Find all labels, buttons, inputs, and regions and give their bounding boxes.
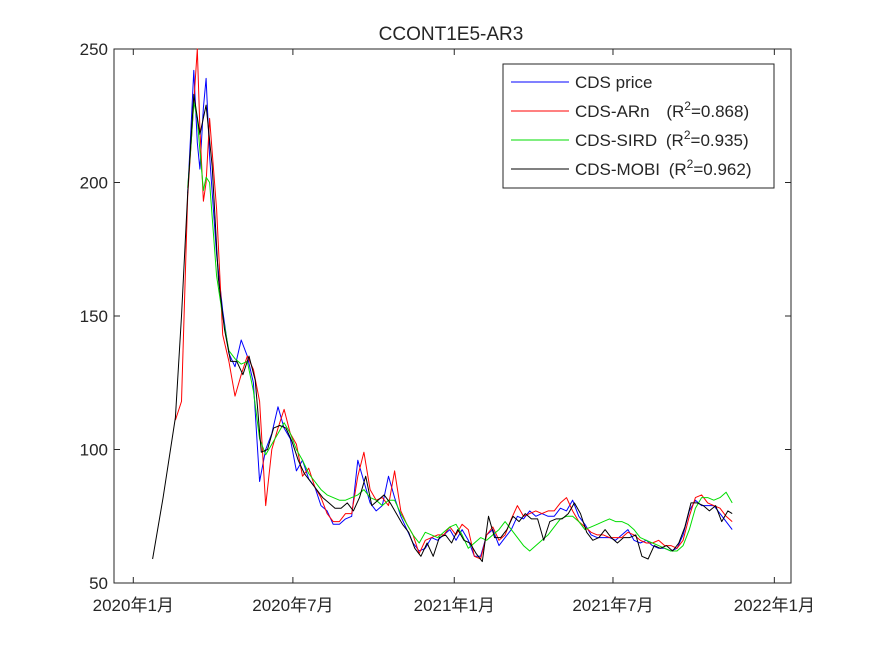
legend-label-cds-arn: CDS-ARn (R2=0.868) <box>575 99 749 121</box>
x-axis: 2020年1月 2020年7月 2021年1月 2021年7月 2022年1月 <box>93 49 815 615</box>
y-tick-label: 200 <box>80 174 108 193</box>
chart-title: CCONT1E5-AR3 <box>379 24 524 45</box>
legend-series-name: CDS-MOBI <box>575 160 660 179</box>
legend-r2-value: 0.935 <box>700 131 743 150</box>
legend-equals: = <box>691 131 701 150</box>
y-tick-label: 250 <box>80 40 108 59</box>
x-tick-label: 2021年7月 <box>572 596 653 615</box>
y-tick-label: 100 <box>80 441 108 460</box>
legend-series-name: CDS-SIRD <box>575 131 657 150</box>
series-line-cds-arn <box>174 48 733 560</box>
legend-superscript: 2 <box>687 157 694 171</box>
legend-series-name: CDS price <box>575 73 652 92</box>
legend-r2-value: 0.962 <box>703 160 746 179</box>
legend-r2-text: ) <box>746 160 752 179</box>
legend-r2-text: (R <box>664 160 687 179</box>
legend-equals: = <box>693 160 703 179</box>
y-axis: 50 100 150 200 250 <box>80 40 791 593</box>
x-tick-label: 2020年1月 <box>93 596 174 615</box>
x-tick-label: 2021年1月 <box>414 596 495 615</box>
legend-label-cds-price: CDS price <box>575 73 652 92</box>
legend-r2-value: 0.868 <box>701 102 744 121</box>
legend-superscript: 2 <box>684 128 691 142</box>
series-line-cds-sird <box>187 101 733 552</box>
y-tick-label: 150 <box>80 307 108 326</box>
legend-r2-text: ) <box>743 131 749 150</box>
legend-r2-text: (R <box>661 131 684 150</box>
series-line-cds-price <box>187 69 733 557</box>
legend-superscript: 2 <box>684 99 691 113</box>
x-tick-label: 2022年1月 <box>734 596 815 615</box>
legend-label-cds-mobi: CDS-MOBI (R2=0.962) <box>575 157 752 179</box>
legend-r2-text: ) <box>743 102 749 121</box>
legend-box <box>502 63 775 189</box>
series-layer <box>152 48 733 563</box>
x-tick-label: 2020年7月 <box>252 596 333 615</box>
legend-r2-text: (R <box>662 102 685 121</box>
series-line-cds-mobi <box>152 93 733 563</box>
y-tick-label: 50 <box>89 574 108 593</box>
legend-series-name: CDS-ARn <box>575 102 650 121</box>
legend-label-cds-sird: CDS-SIRD (R2=0.935) <box>575 128 749 150</box>
legend-equals: = <box>691 102 701 121</box>
